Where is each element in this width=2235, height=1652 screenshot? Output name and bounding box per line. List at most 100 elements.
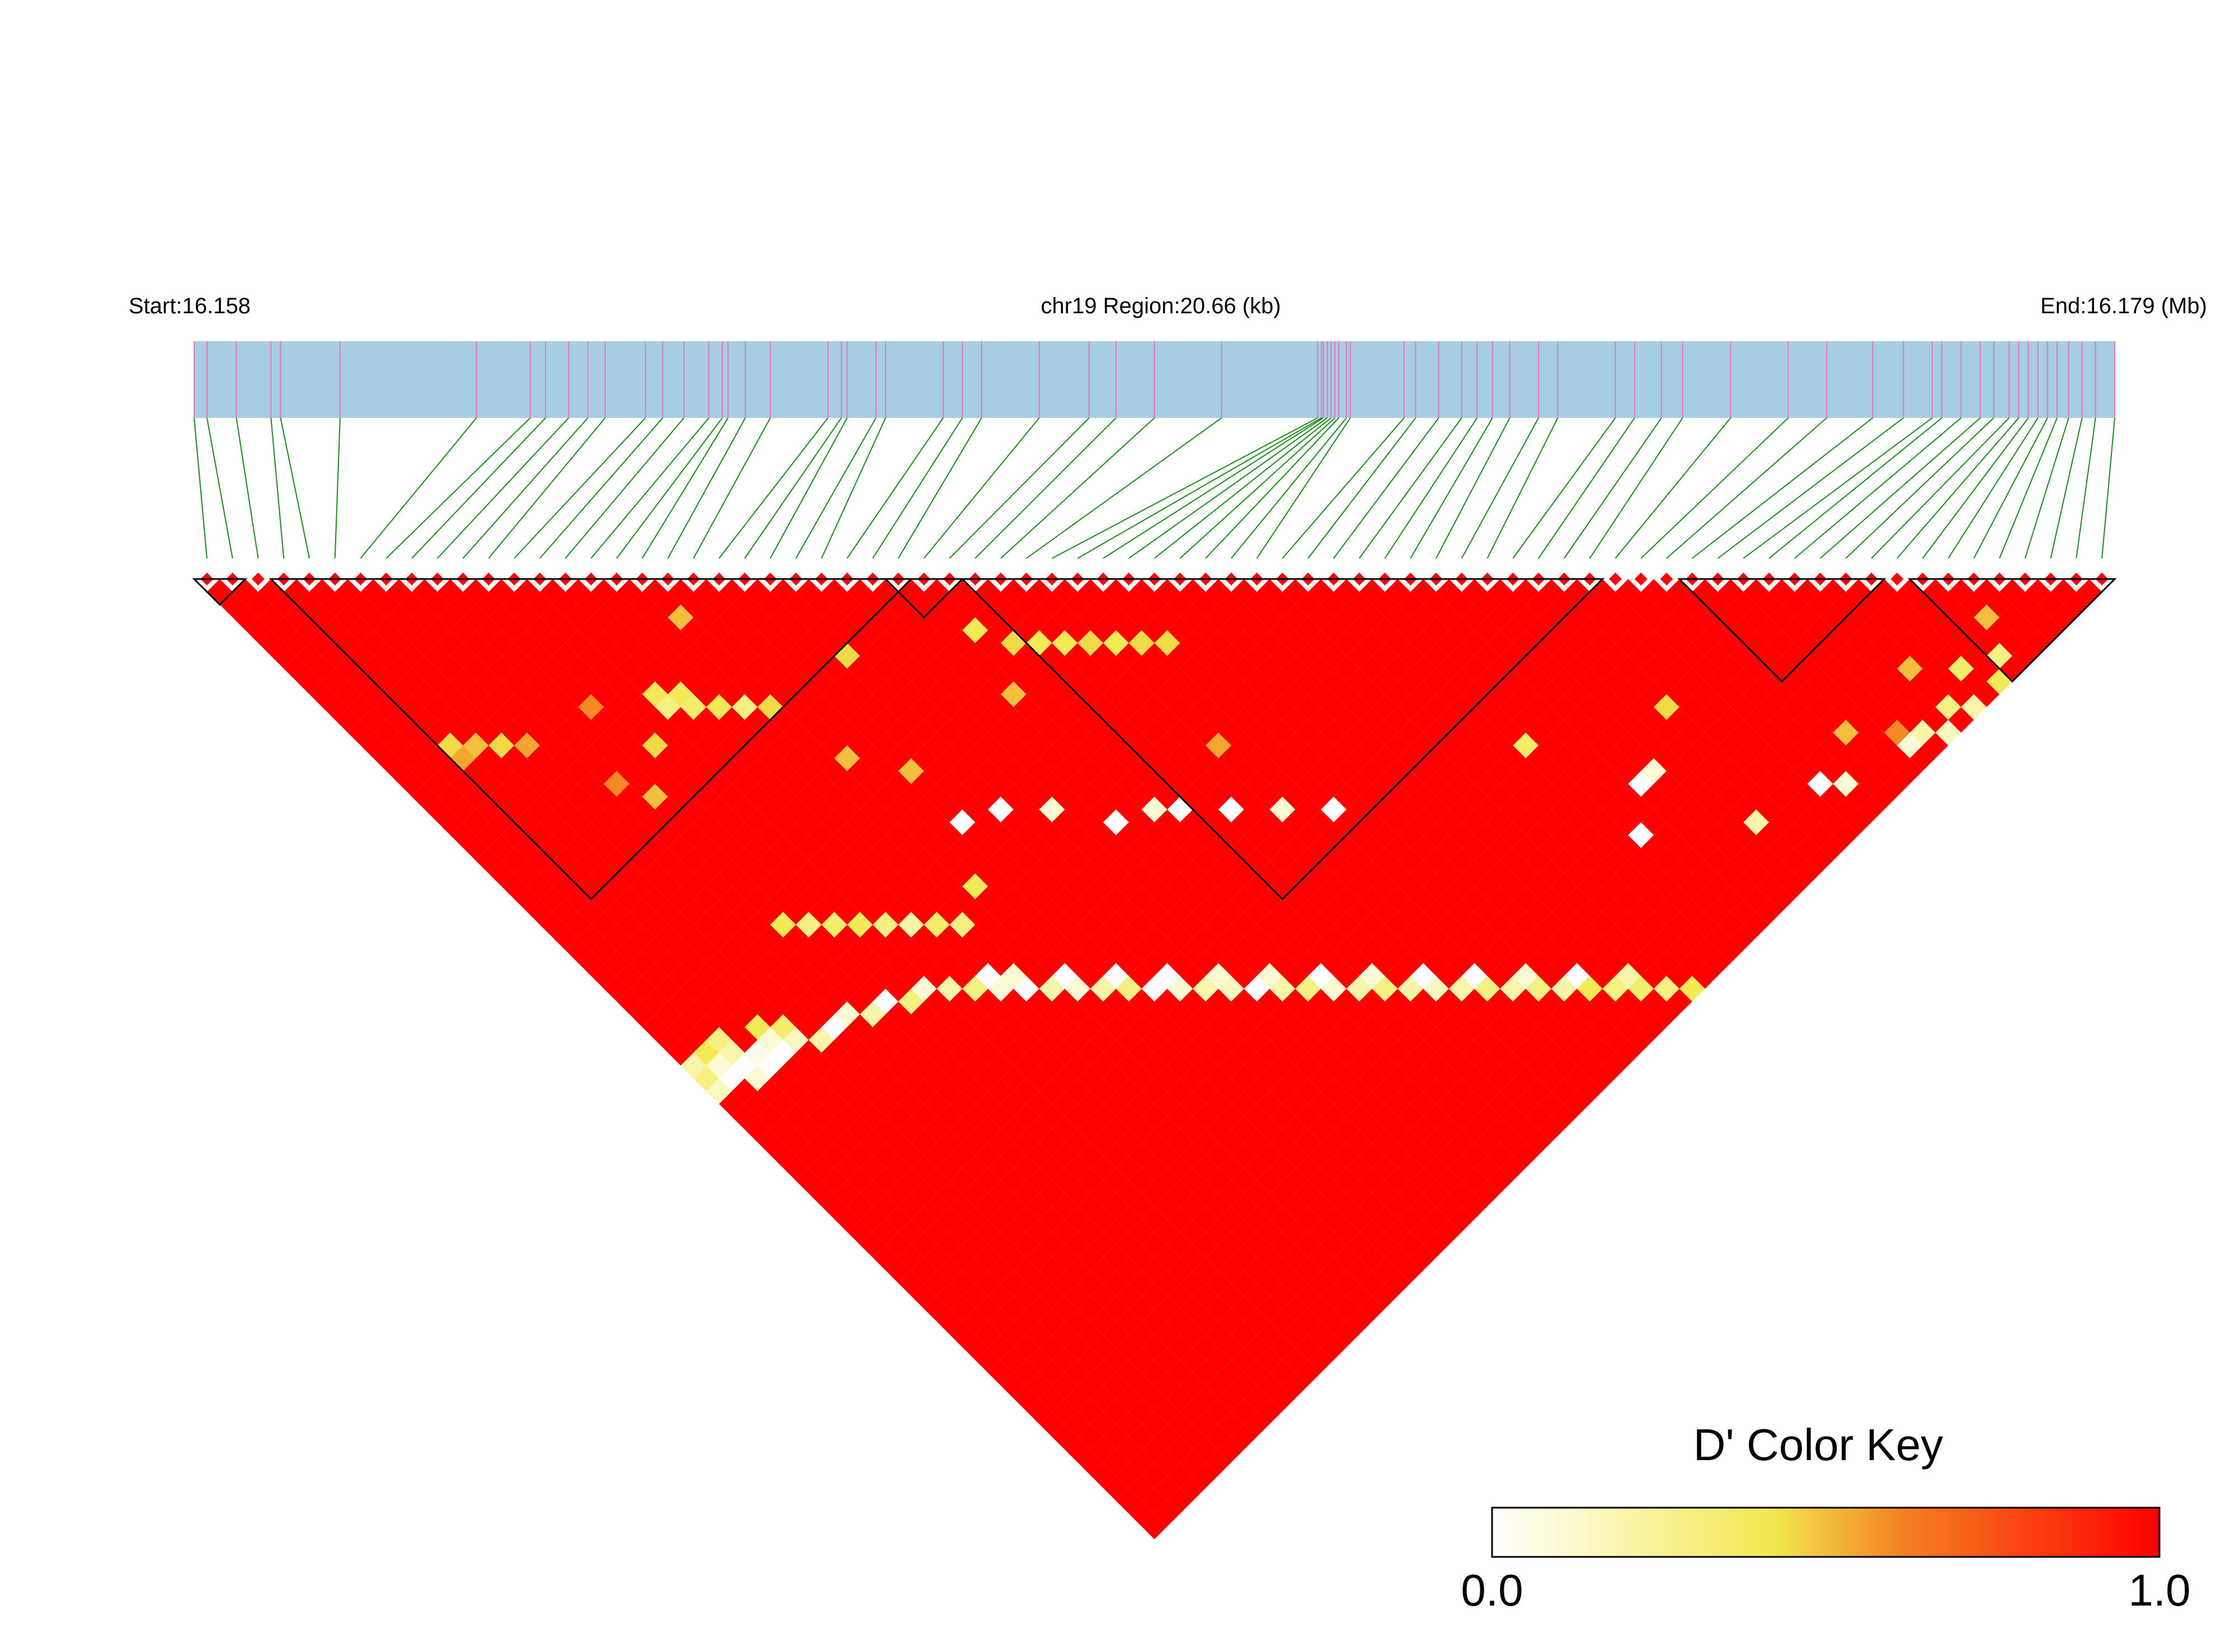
snp-connector: [1640, 417, 1789, 559]
ld-cell: [1000, 1039, 1027, 1066]
ld-cell: [1461, 758, 1488, 784]
ld-cell: [1461, 937, 1488, 963]
ld-cell: [1026, 886, 1052, 912]
ld-cell: [1589, 912, 1616, 938]
ld-cell: [642, 681, 668, 707]
ld-cell: [821, 707, 848, 733]
ld-cell: [1231, 1398, 1257, 1424]
ld-cell: [1026, 1039, 1052, 1066]
ld-cell: [552, 745, 578, 771]
ld-cell: [373, 745, 399, 771]
ld-cell: [1641, 630, 1667, 656]
snp-connector: [194, 417, 208, 559]
ld-cell: [937, 1232, 963, 1258]
snp-connector: [1333, 417, 1439, 559]
ld-cell: [1526, 591, 1551, 618]
ld-cell: [373, 719, 399, 746]
ld-diagonal-cell: [1634, 572, 1648, 586]
ld-cell: [821, 784, 848, 809]
ld-cell: [1065, 643, 1091, 669]
ld-cell: [1231, 1065, 1257, 1091]
ld-cell: [757, 1104, 783, 1130]
ld-cell: [1116, 976, 1142, 1002]
ld-cell: [1090, 617, 1116, 643]
ld-cell: [1167, 1129, 1193, 1155]
ld-cell: [757, 873, 783, 900]
ld-cell: [706, 719, 732, 746]
ld-cell: [1065, 1104, 1091, 1130]
ld-cell: [1346, 1155, 1372, 1181]
ld-cell: [1884, 771, 1910, 797]
ld-cell: [1500, 1129, 1526, 1155]
ld-cell: [885, 924, 911, 950]
ld-cell: [360, 707, 387, 733]
snp-connector: [1819, 417, 1981, 559]
ld-cell: [821, 860, 848, 887]
ld-cell: [578, 694, 604, 720]
ld-cell: [604, 694, 630, 720]
ld-cell: [1282, 1347, 1309, 1373]
ld-cell: [911, 1027, 937, 1053]
ld-cell: [450, 719, 476, 746]
ld-cell: [911, 848, 937, 874]
ld-cell: [1065, 848, 1091, 874]
ld-cell: [488, 630, 515, 656]
ld-cell: [1026, 937, 1052, 963]
ld-cell: [501, 591, 528, 618]
ld-cell: [527, 873, 553, 900]
ld-cell: [911, 1283, 937, 1309]
ld-cell: [539, 835, 566, 861]
ld-cell: [463, 707, 489, 733]
ld-cell: [1295, 1129, 1321, 1155]
ld-cell: [386, 732, 412, 759]
ld-cell: [1065, 1155, 1091, 1181]
snp-connector: [360, 417, 477, 559]
ld-cell: [1090, 873, 1116, 900]
ld-cell: [1026, 1398, 1052, 1424]
ld-cell: [1346, 873, 1372, 900]
snp-connector: [846, 417, 944, 559]
ld-cell: [1000, 963, 1027, 989]
ld-cell: [796, 937, 822, 963]
snp-connector: [488, 417, 606, 559]
ld-cell: [1052, 579, 1078, 605]
ld-cell: [1026, 1321, 1052, 1348]
ld-cell: [463, 835, 489, 861]
ld-cell: [1116, 1129, 1142, 1155]
ld-cell: [1282, 579, 1309, 605]
ld-cell: [539, 912, 566, 938]
ld-cell: [1167, 1104, 1193, 1130]
ld-cell: [1000, 681, 1027, 707]
ld-cell: [937, 1052, 963, 1079]
ld-cell: [1410, 835, 1437, 861]
snp-connector: [1973, 417, 2048, 559]
ld-cell: [847, 784, 873, 809]
ld-cell: [1282, 937, 1309, 963]
ld-cell: [885, 771, 911, 797]
ld-cell: [604, 719, 630, 746]
ld-cell: [757, 1129, 783, 1155]
ld-cell: [1884, 643, 1910, 669]
ld-cell: [437, 784, 463, 809]
ld-cell: [1346, 1078, 1372, 1104]
ld-cell: [1615, 1039, 1641, 1066]
ld-cell: [1116, 1001, 1142, 1028]
ld-cell: [488, 707, 515, 733]
ld-cell: [821, 1091, 848, 1117]
ld-cell: [1641, 579, 1667, 605]
ld-cell: [1090, 591, 1116, 618]
ld-cell: [796, 809, 822, 835]
ld-cell: [975, 1245, 1001, 1270]
ld-cell: [1615, 579, 1641, 605]
snp-connector: [667, 417, 746, 559]
ld-cell: [578, 797, 604, 822]
ld-cell: [1065, 976, 1091, 1002]
ld-cell: [821, 732, 848, 759]
ld-cell: [1526, 976, 1551, 1002]
ld-cell: [412, 784, 437, 809]
ld-cell: [911, 976, 937, 1002]
ld-cell: [1743, 579, 1770, 605]
ld-cell: [1116, 1462, 1142, 1488]
ld-cell: [2025, 579, 2051, 605]
ld-cell: [1000, 707, 1027, 733]
